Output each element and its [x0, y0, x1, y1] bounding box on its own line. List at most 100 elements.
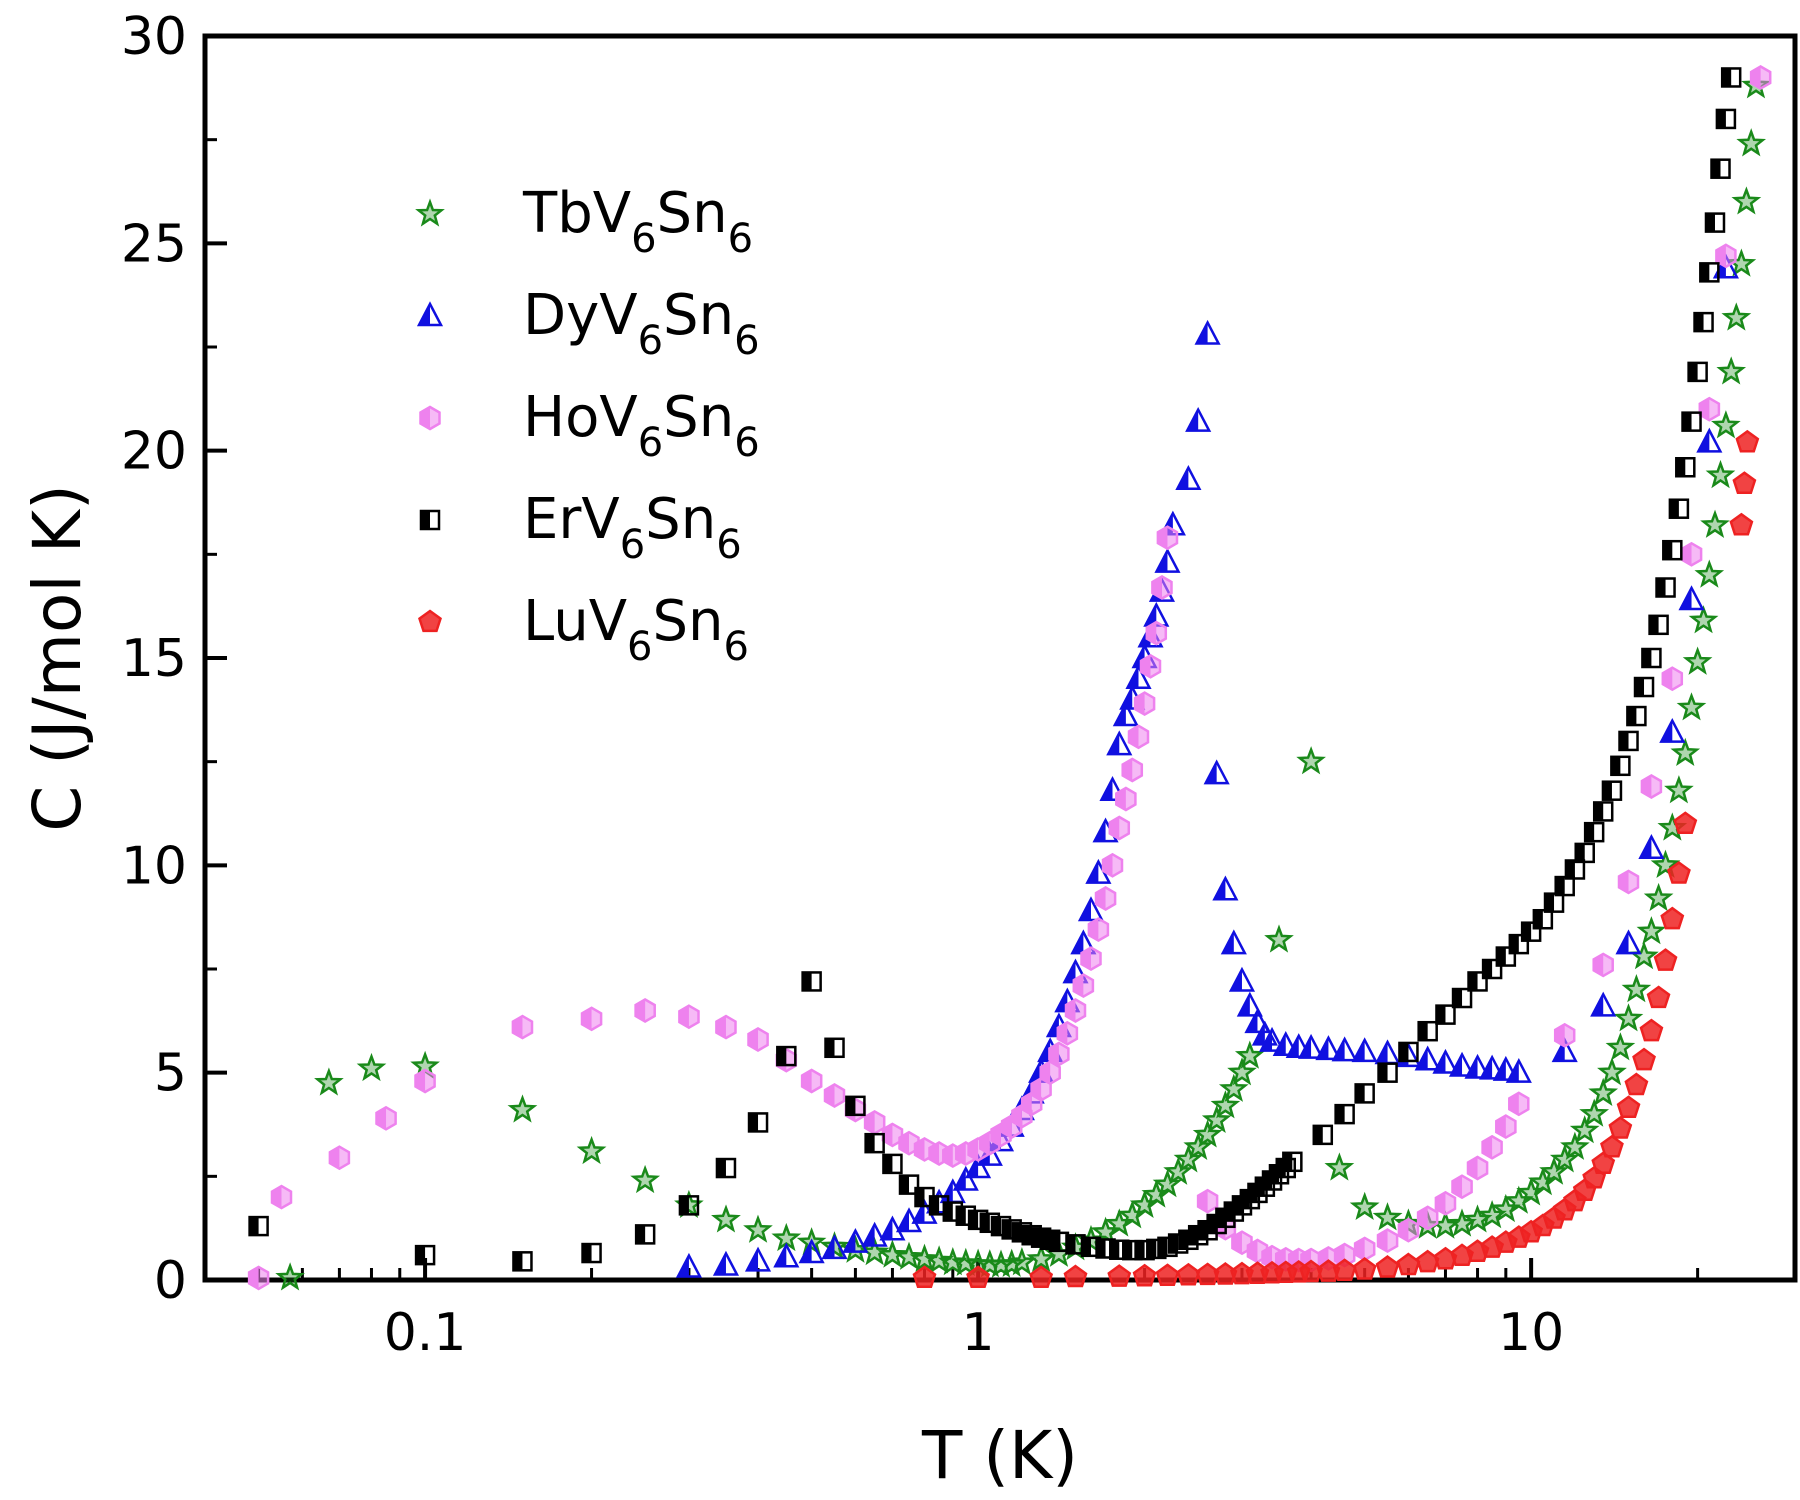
data-point — [678, 1004, 700, 1030]
data-point — [375, 1105, 397, 1131]
data-point — [1374, 1039, 1401, 1065]
data-point — [1039, 1060, 1061, 1086]
data-point — [1608, 1116, 1633, 1139]
data-point — [1106, 730, 1133, 756]
y-tick-label: 25 — [121, 214, 187, 274]
data-point — [744, 1246, 772, 1272]
data-point — [1638, 834, 1665, 859]
data-point — [1716, 356, 1747, 385]
data-point — [1736, 128, 1767, 157]
data-point — [1048, 1231, 1070, 1253]
data-point — [1597, 1057, 1627, 1086]
data-point — [1549, 1144, 1580, 1173]
legend-text-part: LuV — [523, 589, 627, 654]
data-point — [1227, 1057, 1257, 1086]
series-HoV6Sn6 — [247, 65, 1772, 1291]
data-points — [247, 65, 1772, 1291]
data-point — [1228, 966, 1256, 992]
legend-label: LuV6Sn6 — [523, 589, 749, 670]
data-point — [1699, 262, 1720, 283]
data-point — [1569, 1115, 1600, 1144]
data-point — [1152, 1168, 1183, 1198]
data-point — [1682, 646, 1713, 675]
data-point — [1156, 525, 1179, 551]
data-point — [1121, 757, 1144, 783]
x-tick-label: 10 — [1498, 1303, 1564, 1363]
data-point — [1696, 427, 1723, 453]
y-tick-label: 30 — [121, 7, 187, 67]
data-point — [1272, 1031, 1299, 1056]
data-point — [1668, 498, 1690, 519]
data-point — [1448, 1051, 1476, 1077]
data-point — [1333, 1242, 1356, 1268]
data-point — [821, 1234, 848, 1260]
data-point — [1244, 1008, 1271, 1034]
data-point — [1632, 1047, 1656, 1071]
data-point — [1687, 361, 1708, 383]
data-point — [1101, 852, 1124, 878]
data-point — [1351, 1037, 1378, 1063]
data-point — [634, 1224, 656, 1245]
data-point — [1077, 896, 1105, 922]
data-point — [1234, 1040, 1265, 1069]
data-point — [1670, 737, 1701, 766]
data-point — [864, 1132, 885, 1154]
data-point — [1377, 1062, 1398, 1083]
data-point — [1639, 1018, 1664, 1042]
data-point — [1285, 1033, 1312, 1059]
data-point — [1600, 1134, 1624, 1158]
data-point — [1139, 653, 1162, 679]
data-point — [1125, 664, 1152, 689]
data-point — [1592, 952, 1614, 978]
legend-subscript: 6 — [638, 420, 663, 466]
data-point — [1676, 692, 1707, 721]
data-point — [1553, 1022, 1576, 1048]
data-point — [912, 1265, 937, 1289]
data-point — [1698, 396, 1721, 422]
data-point — [1621, 974, 1652, 1003]
data-point — [1264, 924, 1294, 953]
legend-text-part: DyV — [523, 283, 638, 348]
data-point — [1640, 774, 1663, 799]
y-tick-label: 20 — [121, 422, 187, 482]
data-point — [1641, 647, 1662, 669]
data-point — [965, 1153, 992, 1179]
data-point — [1729, 512, 1754, 536]
data-point — [1481, 958, 1503, 980]
legend-label: TbV6Sn6 — [522, 181, 753, 262]
data-point — [1749, 65, 1772, 90]
y-tick-label: 10 — [121, 836, 187, 896]
data-point — [314, 1067, 344, 1096]
data-point — [1711, 410, 1741, 439]
data-point — [580, 1006, 603, 1032]
data-point — [581, 1242, 602, 1264]
data-point — [1324, 1152, 1355, 1181]
data-point — [1145, 620, 1168, 646]
data-point — [1646, 985, 1671, 1009]
data-point — [1664, 775, 1694, 804]
y-tick-label: 0 — [154, 1251, 187, 1311]
data-point — [1680, 541, 1703, 567]
legend-subscript: 6 — [716, 522, 741, 568]
legend-text-part: TbV — [522, 181, 631, 246]
data-point — [715, 1014, 737, 1040]
data-point — [1087, 917, 1110, 943]
data-point — [1710, 158, 1731, 179]
data-point — [1583, 821, 1605, 843]
data-point — [1617, 869, 1640, 895]
y-tick-label: 15 — [121, 629, 187, 689]
data-point — [1466, 1155, 1489, 1181]
data-point — [1107, 1264, 1132, 1287]
legend-subscript: 6 — [631, 216, 656, 262]
legend-subscript: 6 — [638, 318, 663, 364]
data-point — [1666, 861, 1691, 884]
data-point — [1653, 948, 1678, 971]
data-point — [1481, 1134, 1503, 1160]
data-point — [1592, 801, 1614, 822]
data-point — [1196, 1188, 1219, 1214]
data-point — [1396, 1252, 1421, 1276]
series-TbV6Sn6 — [275, 70, 1771, 1291]
data-point — [1650, 849, 1681, 878]
data-point — [1352, 1257, 1377, 1280]
data-point — [1678, 585, 1705, 611]
